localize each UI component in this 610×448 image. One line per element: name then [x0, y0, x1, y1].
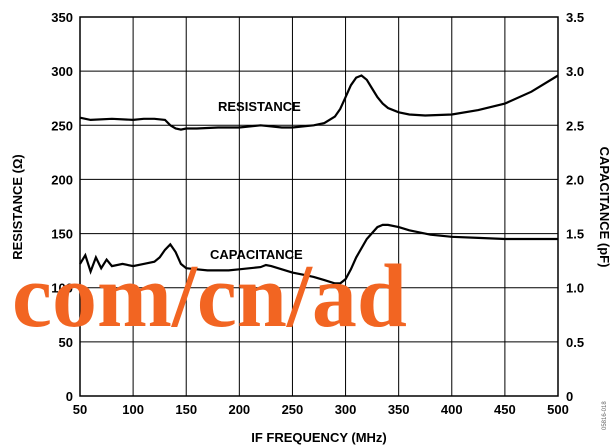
y-right-axis-label: CAPACITANCE (pF)	[597, 147, 610, 268]
y-right-tick-label-3: 1.5	[566, 227, 584, 242]
x-tick-label-7: 400	[441, 402, 463, 417]
x-tick-label-9: 500	[547, 402, 569, 417]
annotation-resistance: RESISTANCE	[218, 99, 301, 114]
y-left-tick-label-5: 250	[51, 118, 73, 133]
y-left-tick-labels: 0 50 100 150 200 250 300 350	[51, 10, 73, 404]
x-tick-label-6: 350	[388, 402, 410, 417]
y-left-tick-label-6: 300	[51, 64, 73, 79]
x-tick-label-0: 50	[73, 402, 87, 417]
y-right-tick-label-4: 2.0	[566, 172, 584, 187]
annotation-capacitance: CAPACITANCE	[210, 247, 303, 262]
y-right-tick-label-5: 2.5	[566, 118, 584, 133]
y-left-tick-label-7: 350	[51, 10, 73, 25]
series-line-capacitance	[79, 223, 558, 285]
y-left-tick-label-0: 0	[66, 389, 73, 404]
y-left-tick-label-1: 50	[59, 335, 73, 350]
y-left-tick-label-3: 150	[51, 227, 73, 242]
figure-code: 05816-018	[602, 401, 608, 430]
x-tick-label-2: 150	[175, 402, 197, 417]
y-right-tick-label-0: 0	[566, 389, 573, 404]
y-right-tick-label-1: 0.5	[566, 335, 584, 350]
y-right-tick-label-2: 1.0	[566, 281, 584, 296]
y-right-tick-label-6: 3.0	[566, 64, 584, 79]
x-tick-label-3: 200	[228, 402, 250, 417]
y-left-tick-label-2: 100	[51, 281, 73, 296]
series-line-resistance	[79, 74, 559, 131]
x-tick-label-4: 250	[282, 402, 304, 417]
plot-frame	[79, 16, 559, 397]
x-tick-label-1: 100	[122, 402, 144, 417]
watermark-text: com/cn/ad	[12, 247, 407, 346]
x-axis-label: IF FREQUENCY (MHz)	[251, 430, 387, 445]
x-tick-labels: 50 100 150 200 250 300 350 400 450 500	[73, 402, 569, 417]
y-right-tick-labels: 0 0.5 1.0 1.5 2.0 2.5 3.0 3.5	[566, 10, 584, 404]
y-right-tick-label-7: 3.5	[566, 10, 584, 25]
y-left-tick-label-4: 200	[51, 172, 73, 187]
x-tick-label-5: 300	[335, 402, 357, 417]
x-tick-label-8: 450	[494, 402, 516, 417]
y-left-axis-label: RESISTANCE (Ω)	[10, 154, 25, 260]
